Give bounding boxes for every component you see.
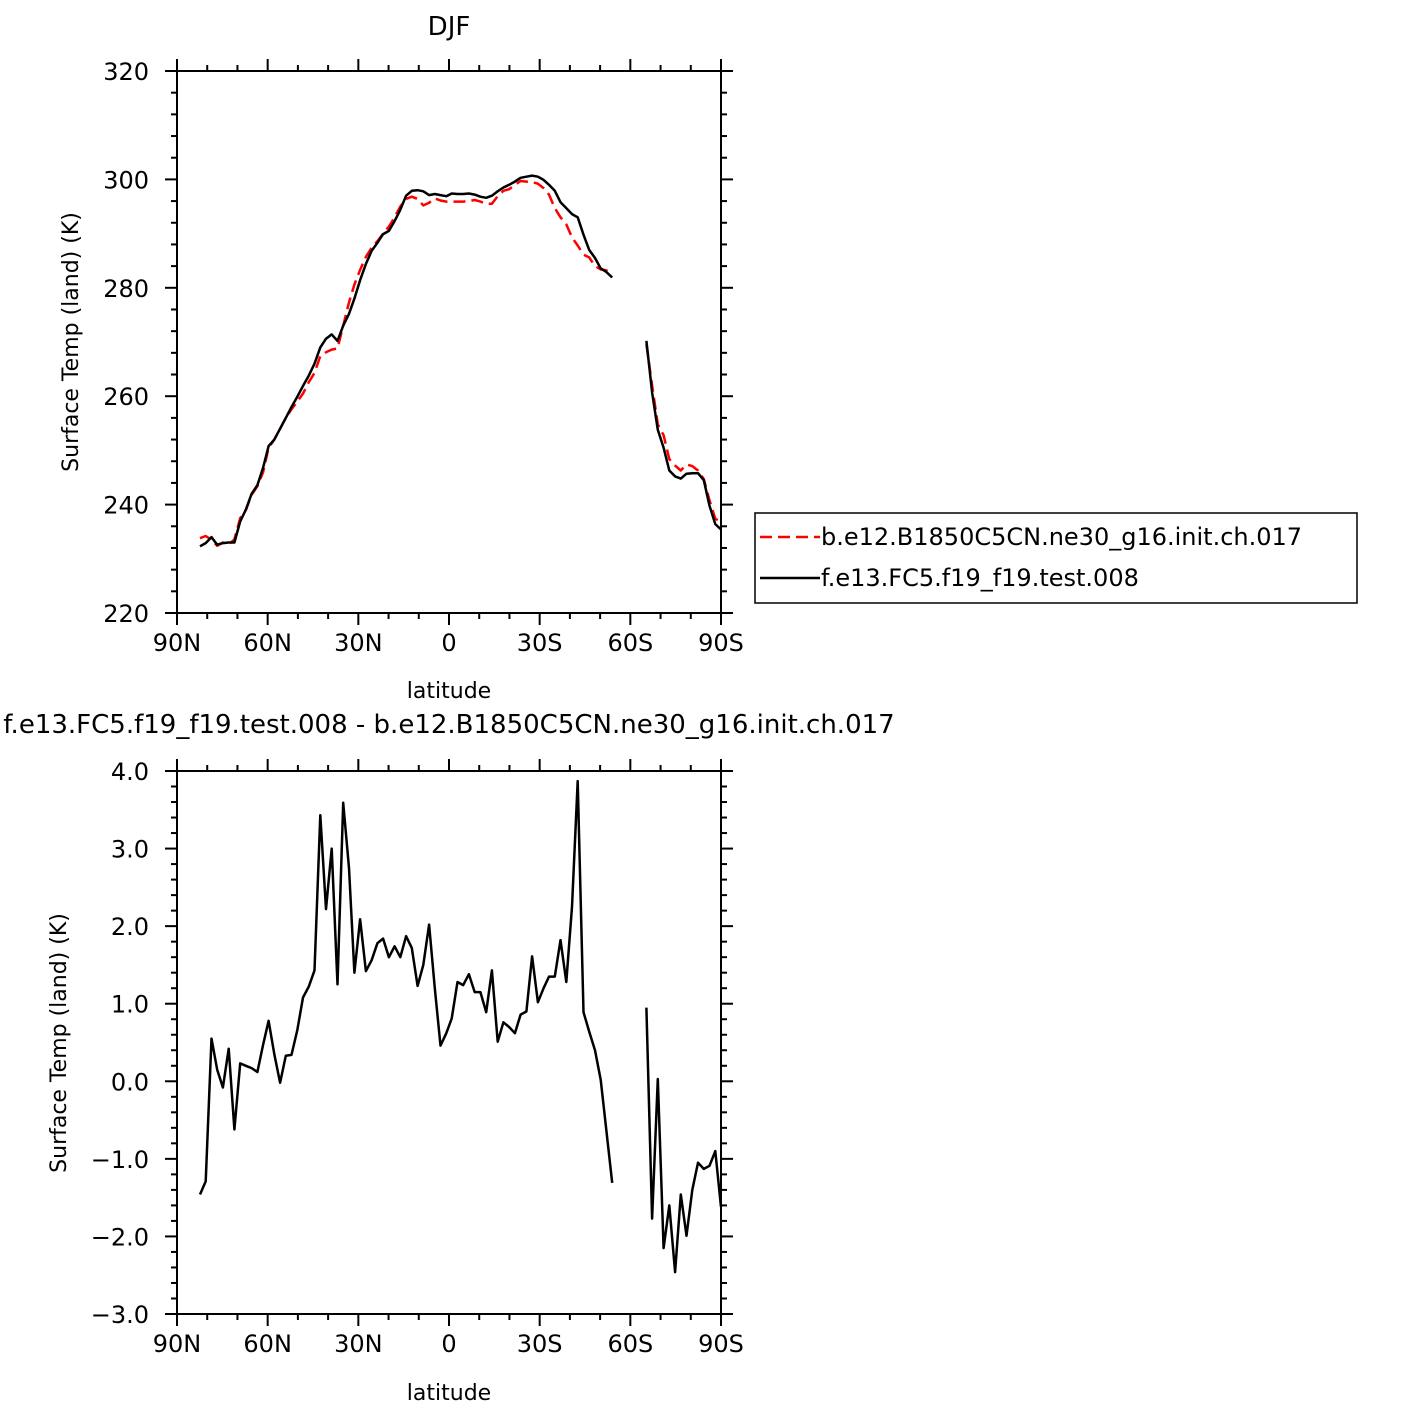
top-y-tick-label: 240 — [103, 492, 149, 520]
top-y-tick-label: 280 — [103, 275, 149, 303]
top-x-tick-label: 0 — [441, 629, 456, 657]
top-y-tick-label: 300 — [103, 166, 149, 194]
top-panel-lines — [199, 174, 722, 548]
bottom-y-tick-label: −3.0 — [91, 1301, 149, 1329]
top-panel-frame — [176, 70, 722, 614]
top-panel-y-axis-label: Surface Temp (land) (K) — [59, 212, 84, 472]
bottom-x-tick-label: 30N — [334, 1330, 383, 1358]
top-x-tick-label: 30S — [517, 629, 563, 657]
top-panel-x-axis-label: latitude — [407, 679, 491, 704]
bottom-x-tick-label: 60S — [607, 1330, 653, 1358]
bottom-y-tick-label: −1.0 — [91, 1146, 149, 1174]
top-panel-title: DJF — [428, 12, 471, 42]
top-y-tick-label: 320 — [103, 58, 149, 86]
top-x-tick-label: 30N — [334, 629, 383, 657]
top-series-2-segment-1 — [199, 174, 614, 548]
bottom-y-tick-label: 4.0 — [111, 758, 149, 786]
top-y-tick-label: 220 — [103, 600, 149, 628]
bottom-y-tick-label: 2.0 — [111, 913, 149, 941]
bottom-x-tick-label: 30S — [517, 1330, 563, 1358]
legend-label-series-1: b.e12.B1850C5CN.ne30_g16.init.ch.017 — [821, 523, 1302, 551]
bottom-y-tick-label: 3.0 — [111, 836, 149, 864]
top-x-tick-label: 90N — [153, 629, 202, 657]
bottom-x-tick-label: 90S — [698, 1330, 744, 1358]
top-series-2-segment-2 — [645, 340, 722, 531]
bottom-panel: f.e13.FC5.f19_f19.test.008 - b.e12.B1850… — [3, 710, 894, 1406]
bottom-y-tick-label: −2.0 — [91, 1223, 149, 1251]
bottom-panel-title: f.e13.FC5.f19_f19.test.008 - b.e12.B1850… — [3, 710, 894, 740]
bottom-series-1-segment-2 — [645, 1007, 723, 1274]
top-y-tick-label: 260 — [103, 383, 149, 411]
top-x-tick-label: 60S — [607, 629, 653, 657]
bottom-panel-x-axis-label: latitude — [407, 1381, 491, 1406]
legend-label-series-2: f.e13.FC5.f19_f19.test.008 — [821, 564, 1139, 592]
top-x-tick-label: 90S — [698, 629, 744, 657]
top-series-1-segment-1 — [199, 179, 613, 548]
bottom-x-tick-label: 60N — [243, 1330, 292, 1358]
top-panel: DJF 90N 60N 30N 0 30S 60S 90S 220 240 260 280 300 32… — [59, 12, 744, 704]
bottom-panel-frame — [176, 770, 722, 1315]
bottom-panel-ticks: 90N 60N 30N 0 30S 60S 90S −3.0 −2.0 −1.0 0.0 1.0 2.0… — [91, 758, 744, 1358]
bottom-panel-y-axis-label: Surface Temp (land) (K) — [47, 913, 72, 1173]
bottom-series-1-segment-1 — [198, 779, 614, 1195]
bottom-y-tick-label: 1.0 — [111, 991, 149, 1019]
bottom-y-tick-label: 0.0 — [111, 1068, 149, 1096]
bottom-x-tick-label: 90N — [153, 1330, 202, 1358]
top-x-tick-label: 60N — [243, 629, 292, 657]
legend-box — [754, 512, 1358, 604]
bottom-panel-lines — [198, 779, 723, 1274]
top-panel-ticks: 90N 60N 30N 0 30S 60S 90S 220 240 260 280 300 320 — [103, 58, 744, 657]
bottom-x-tick-label: 0 — [441, 1330, 456, 1358]
legend: b.e12.B1850C5CN.ne30_g16.init.ch.017 f.e… — [754, 512, 1358, 604]
